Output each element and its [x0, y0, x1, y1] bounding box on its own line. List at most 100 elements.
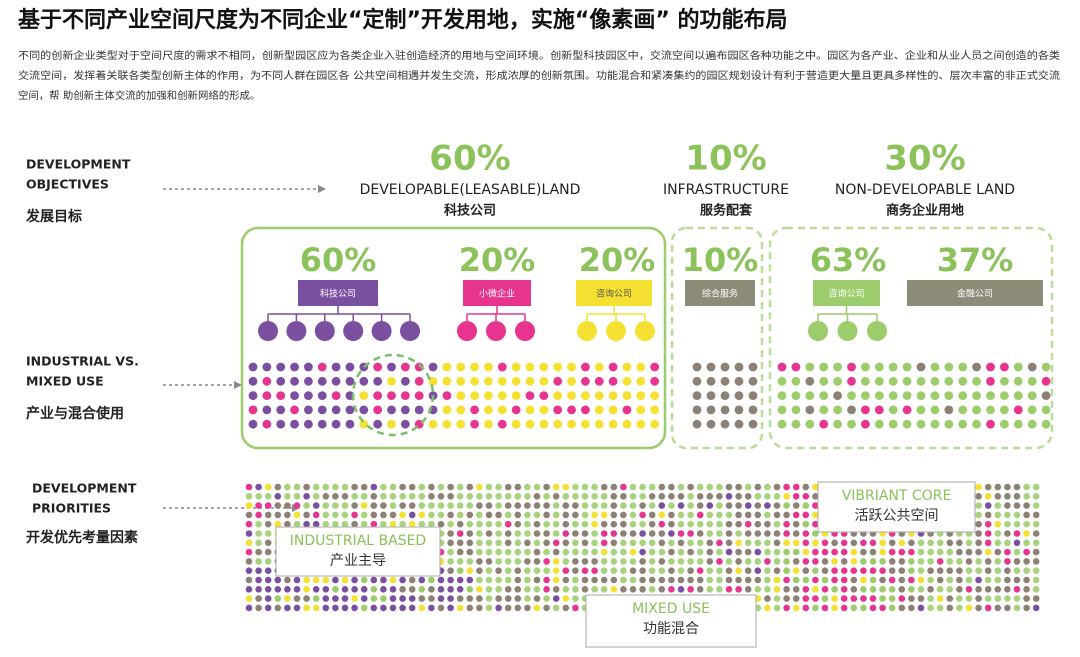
- field-dot: [812, 558, 819, 565]
- field-dot: [284, 493, 291, 500]
- tenant-tag: [907, 280, 1043, 306]
- field-dot: [408, 502, 416, 509]
- dot: [331, 376, 341, 386]
- field-dot: [581, 539, 589, 547]
- field-dot: [447, 502, 454, 509]
- field-dot: [879, 604, 886, 612]
- field-dot: [610, 493, 618, 500]
- field-dot: [984, 493, 992, 500]
- field-dot: [792, 595, 800, 602]
- field-dot: [994, 567, 1002, 574]
- field-dot: [773, 530, 781, 537]
- dot: [622, 405, 632, 415]
- field-dot: [802, 586, 810, 593]
- field-dot: [351, 586, 358, 593]
- field-dot: [783, 493, 790, 500]
- field-dot: [341, 511, 349, 519]
- field-dot: [312, 493, 320, 500]
- dot: [373, 391, 383, 400]
- field-dot: [428, 576, 435, 584]
- field-dot: [648, 502, 656, 509]
- field-dot: [552, 548, 560, 556]
- field-dot: [312, 483, 320, 491]
- field-dot: [399, 595, 406, 602]
- field-dot: [735, 493, 742, 500]
- dot: [706, 362, 716, 372]
- field-dot: [936, 586, 944, 593]
- field-dot: [1023, 548, 1030, 556]
- field-dot: [648, 576, 656, 584]
- field-dot: [850, 586, 858, 593]
- field-dot: [840, 576, 848, 584]
- field-dot: [764, 576, 771, 584]
- field-dot: [946, 558, 954, 565]
- field-dot: [668, 576, 675, 584]
- field-dot: [1023, 502, 1030, 509]
- field-dot: [879, 539, 886, 547]
- tenant-circle: [258, 321, 278, 341]
- field-dot: [783, 511, 790, 519]
- field-dot: [533, 548, 541, 556]
- priority-en: VIBRIANT CORE: [842, 488, 952, 504]
- field-dot: [245, 558, 253, 565]
- field-dot: [735, 520, 742, 528]
- field-dot: [351, 576, 358, 584]
- field-dot: [264, 530, 272, 537]
- field-dot: [591, 558, 598, 565]
- field-dot: [370, 511, 378, 519]
- field-dot: [552, 502, 560, 509]
- field-dot: [389, 586, 397, 593]
- field-dot: [495, 558, 502, 565]
- field-dot: [447, 595, 454, 602]
- dot: [400, 362, 410, 372]
- field-dot: [591, 493, 598, 500]
- field-dot: [1032, 567, 1040, 574]
- dot: [720, 405, 730, 415]
- field-dot: [696, 548, 704, 556]
- dot: [553, 376, 563, 386]
- dot: [958, 362, 968, 372]
- dot: [916, 376, 926, 386]
- field-dot: [514, 548, 522, 556]
- dot: [262, 391, 272, 400]
- dot: [748, 405, 758, 415]
- dot: [345, 376, 355, 386]
- field-dot: [735, 567, 742, 574]
- field-dot: [533, 520, 541, 528]
- field-dot: [504, 511, 512, 519]
- field-dot: [696, 567, 704, 574]
- field-dot: [764, 595, 771, 602]
- field-dot: [898, 567, 906, 574]
- field-dot: [562, 548, 570, 556]
- field-dot: [380, 520, 387, 528]
- field-dot: [533, 483, 541, 491]
- field-dot: [716, 548, 723, 556]
- field-dot: [821, 604, 829, 612]
- field-dot: [956, 539, 963, 547]
- field-dot: [792, 548, 800, 556]
- field-dot: [860, 558, 867, 565]
- field-dot: [620, 530, 627, 537]
- dot: [902, 391, 912, 400]
- field-dot: [629, 530, 637, 537]
- dot: [958, 376, 968, 386]
- field-dot: [552, 520, 560, 528]
- field-dot: [437, 511, 445, 519]
- field-dot: [341, 483, 349, 491]
- dot: [497, 419, 507, 429]
- field-dot: [495, 511, 502, 519]
- tenant-percent: 60%: [300, 241, 377, 279]
- dot: [262, 362, 272, 372]
- field-dot: [572, 576, 579, 584]
- field-dot: [927, 539, 934, 547]
- dot: [720, 419, 730, 429]
- field-dot: [610, 539, 618, 547]
- field-dot: [418, 520, 426, 528]
- field-dot: [360, 604, 368, 612]
- field-dot: [284, 520, 291, 528]
- field-dot: [447, 511, 454, 519]
- field-dot: [936, 595, 944, 602]
- field-dot: [744, 511, 752, 519]
- field-dot: [1032, 483, 1040, 491]
- field-dot: [514, 595, 522, 602]
